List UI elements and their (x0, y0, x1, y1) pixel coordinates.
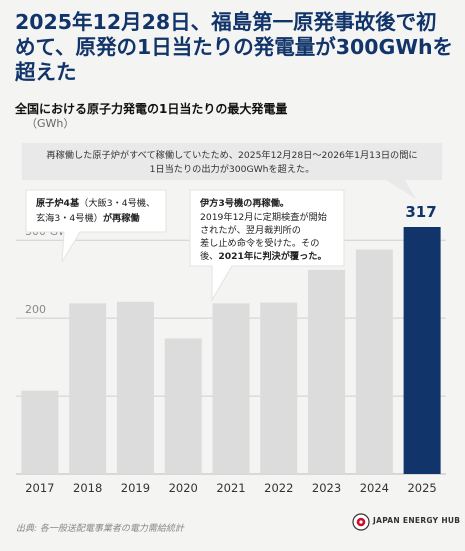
annotation-2025-box (22, 143, 442, 199)
x-tick-label-2023: 2023 (312, 481, 341, 495)
annotation-2020-box (189, 189, 345, 302)
annotation-2025-line-1: 再稼働した原子炉がすべて稼働していたため、2025年12月28日〜2026年1月… (46, 149, 417, 161)
bar-2022 (260, 302, 298, 474)
bar-2020 (164, 338, 202, 474)
bars-group (21, 227, 441, 474)
bar-2025 (403, 227, 441, 474)
annotation-2018-box (25, 189, 167, 263)
x-tick-label-2024: 2024 (360, 481, 389, 495)
annotation-2020-line-1: 伊方3号機の再稼働。 (199, 197, 289, 209)
x-tick-label-2022: 2022 (264, 481, 293, 495)
headline: 2025年12月28日、福島第一原発事故後で初めて、原発の1日当たりの発電量が3… (15, 10, 454, 84)
bar-2017 (21, 390, 59, 474)
annotation-2020: 伊方3号機の再稼働。 2019年12月に定期検査が開始 されたが、翌月裁判所の … (189, 189, 345, 302)
y-tick-label-200: 200 (25, 303, 46, 316)
x-tick-label-2019: 2019 (121, 481, 150, 495)
annotation-2020-line-2: 2019年12月に定期検査が開始 (200, 211, 327, 223)
annotation-2018: 原子炉4基（大飯3・4号機、 玄海3・4号機）が再稼働 (25, 189, 167, 263)
logo-icon (352, 513, 370, 531)
x-tick-label-2020: 2020 (169, 481, 198, 495)
annotation-2025: 再稼働した原子炉がすべて稼働していたため、2025年12月28日〜2026年1月… (22, 143, 442, 199)
annotation-2018-line-1: 原子炉4基（大飯3・4号機、 (36, 197, 155, 209)
bar-2024 (355, 249, 393, 474)
logo-text: JAPAN ENERGY HUB (373, 516, 461, 525)
x-tick-label-2018: 2018 (73, 481, 102, 495)
bar-2019 (116, 301, 154, 474)
bar-2023 (308, 269, 346, 474)
x-tick-label-2025: 2025 (407, 481, 436, 495)
bar-2018 (69, 303, 107, 474)
unit-label: （GWh） (26, 117, 75, 130)
annotation-2020-line-5: 後、2021年に判決が覆った。 (200, 250, 327, 262)
annotation-2020-line-3: されたが、翌月裁判所の (200, 224, 301, 236)
annotation-2025-line-2: 1日当たりの出力が300GWhを超えた。 (150, 163, 315, 175)
source-note: 出典: 各一般送配電事業者の電力需給統計 (16, 524, 184, 534)
annotation-2020-line-4: 差し止め命令を受けた。その (200, 237, 319, 249)
x-axis-labels: 2017 2018 2019 2020 2021 2022 2023 2024 2025 (25, 481, 437, 495)
bar-2021 (212, 303, 250, 474)
annotation-2018-line-2: 玄海3・4号機）が再稼働 (36, 212, 140, 224)
logo: JAPAN ENERGY HUB (352, 513, 462, 533)
x-tick-label-2017: 2017 (25, 481, 54, 495)
chart-subtitle: 全国における原子力発電の1日当たりの最大発電量 (15, 102, 288, 116)
highlight-value-label: 317 (405, 203, 436, 221)
x-tick-label-2021: 2021 (216, 481, 245, 495)
